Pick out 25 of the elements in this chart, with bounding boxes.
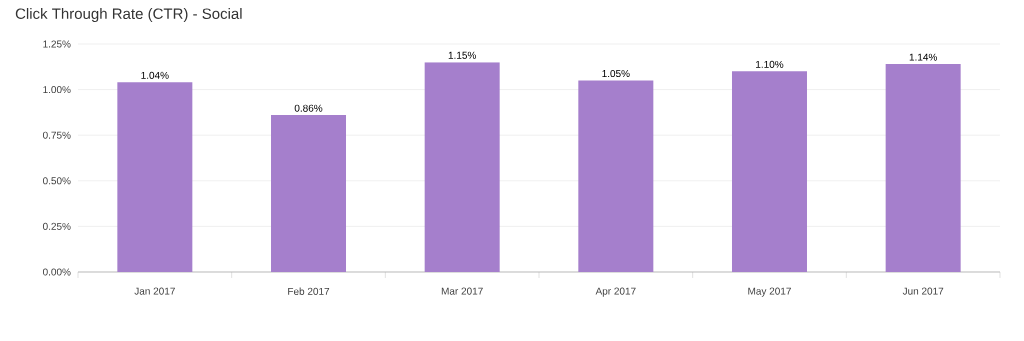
- y-tick-label: 0.00%: [42, 268, 71, 276]
- data-label: 1.04%: [141, 71, 169, 79]
- bar: [271, 115, 347, 272]
- x-tick-label: Apr 2017: [595, 287, 636, 297]
- x-tick-label: Jun 2017: [902, 287, 944, 295]
- data-label: 1.14%: [909, 53, 937, 61]
- y-tick-label: 1.25%: [43, 40, 71, 48]
- x-tick-label: Mar 2017: [441, 287, 483, 295]
- y-tick-label: 0.75%: [42, 131, 71, 139]
- data-label: 1.05%: [602, 69, 630, 78]
- y-tick-label: 1.00%: [43, 86, 71, 94]
- bar: [117, 82, 193, 272]
- data-label: 0.86%: [294, 104, 323, 112]
- y-tick-label: 0.25%: [42, 222, 71, 230]
- data-label: 1.10%: [756, 60, 784, 68]
- data-label: 1.15%: [448, 51, 476, 59]
- y-tick-label: 0.50%: [42, 177, 71, 185]
- chart-title: Click Through Rate (CTR) - Social: [15, 8, 242, 22]
- x-tick-label: Feb 2017: [288, 287, 330, 295]
- bar: [578, 80, 654, 272]
- x-tick-label: Jan 2017: [134, 287, 175, 295]
- bar: [731, 71, 807, 272]
- x-tick-label: May 2017: [748, 287, 791, 297]
- bar: [885, 64, 961, 272]
- bar: [424, 62, 500, 272]
